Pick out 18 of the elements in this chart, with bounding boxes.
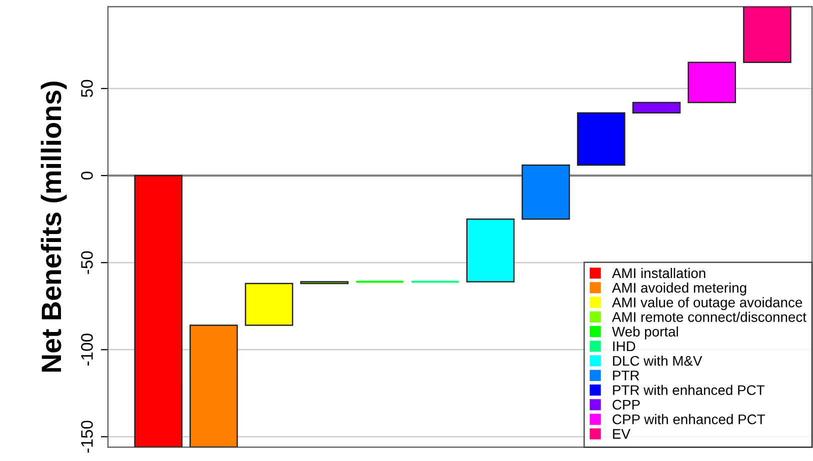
y-tick-label: -150 [81,420,93,453]
legend-label: EV [613,429,630,439]
y-tick-label: -50 [81,251,93,274]
legend-label: AMI installation [612,268,706,278]
legend-label: CPP with enhanced PCT [612,414,766,424]
y-axis-title: Net Benefits (millions) [40,82,67,372]
legend-label: AMI remote connect/disconnect [612,312,806,322]
legend-label: IHD [613,341,636,352]
legend-label: AMI value of outage avoidance [612,297,802,310]
legend-label: PTR [613,370,640,380]
legend-label: PTR with enhanced PCT [613,384,764,396]
legend-label: Web portal [612,326,678,340]
legend-label: AMI avoided metering [612,282,746,296]
y-tick-label: 50 [81,80,93,98]
y-tick-label: -100 [81,334,93,366]
legend-label: CPP [612,400,640,410]
y-tick-label: 0 [81,172,93,180]
legend-label: DLC with M&V [613,356,702,366]
